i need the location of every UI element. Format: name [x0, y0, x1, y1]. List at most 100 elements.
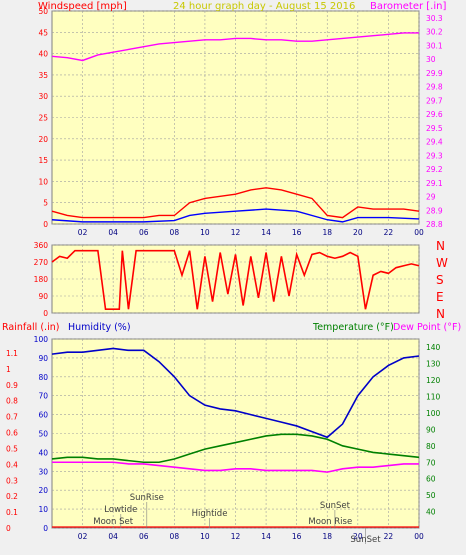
- direction-label-e: E: [436, 290, 444, 304]
- rainfall-tick-label: 0.3: [6, 476, 18, 485]
- x-tick-label: 18: [322, 228, 332, 237]
- direction-tick-label: 0: [43, 309, 48, 318]
- temperature-tick-label: 60: [426, 475, 436, 484]
- wind-average-line: [51, 208, 420, 223]
- x-tick-label: 12: [231, 532, 241, 541]
- wind-barometer-axes: 02 04 06 08 10 12 14 16 18 20 22 000510152025303540…: [38, 7, 442, 237]
- windspeed-tick-label: 30: [38, 92, 48, 101]
- wind-direction-axes: 0 90 180 270 360: [34, 241, 49, 318]
- barometer-tick-label: 29.8: [426, 83, 443, 92]
- wind-direction-grid: [52, 244, 420, 314]
- temperature-tick-label: 140: [426, 343, 441, 352]
- barometer-tick-label: 29.7: [426, 96, 443, 105]
- temperature-tick-label: 110: [426, 393, 441, 402]
- humidity-line: [51, 347, 420, 439]
- temperature-axis-label: Temperature (°F): [312, 322, 394, 333]
- barometer-tick-label: 29.5: [426, 124, 443, 133]
- barometer-tick-label: 29.3: [426, 151, 443, 160]
- rainfall-tick-label: 0.8: [6, 397, 18, 406]
- x-tick-label: 22: [384, 228, 394, 237]
- rainfall-tick-label: 0: [6, 524, 11, 533]
- rainfall-tick-label: 0.2: [6, 492, 18, 501]
- direction-label-n-bottom: N: [436, 307, 445, 321]
- windspeed-tick-label: 0: [43, 220, 48, 229]
- windspeed-tick-label: 35: [38, 71, 48, 80]
- x-tick-label: 10: [200, 532, 210, 541]
- temperature-tick-label: 40: [426, 508, 436, 517]
- direction-tick-label: 180: [34, 275, 49, 284]
- rainfall-tick-label: 0.6: [6, 429, 18, 438]
- temperature-tick-label: 100: [426, 409, 441, 418]
- rainfall-tick-label: 0.5: [6, 444, 18, 453]
- windspeed-tick-label: 50: [38, 7, 48, 16]
- barometer-line: [51, 32, 419, 62]
- x-tick-label: 00: [414, 532, 424, 541]
- temp-humidity-series: [51, 347, 420, 528]
- x-tick-label: 08: [170, 532, 180, 541]
- barometer-tick-label: 29.6: [426, 110, 443, 119]
- windspeed-tick-label: 10: [38, 177, 48, 186]
- windspeed-tick-label: 5: [43, 199, 48, 208]
- x-tick-label: 16: [292, 228, 302, 237]
- wind-direction-line: [51, 249, 420, 311]
- barometer-tick-label: 29.9: [426, 69, 443, 78]
- barometer-tick-label: 30: [426, 55, 436, 64]
- windspeed-tick-label: 20: [38, 135, 48, 144]
- x-tick-label: 06: [139, 532, 149, 541]
- rainfall-tick-label: 1.1: [6, 349, 18, 358]
- x-tick-label: 04: [108, 228, 118, 237]
- x-tick-label: 12: [231, 228, 241, 237]
- x-tick-label: 00: [414, 228, 424, 237]
- temperature-tick-label: 80: [426, 442, 436, 451]
- temp-humidity-axes: 02 04 06 08 10 12 14 16 18 20 22 000102030405060708…: [6, 335, 441, 541]
- direction-tick-label: 270: [34, 258, 49, 267]
- rainfall-tick-label: 0.9: [6, 381, 18, 390]
- windspeed-axis-label: Windspeed [mph]: [38, 1, 127, 12]
- direction-tick-label: 360: [34, 241, 49, 250]
- x-tick-label: 20: [353, 532, 363, 541]
- wind-direction-series: [51, 249, 420, 311]
- annotation-label: SunRise: [130, 493, 164, 503]
- barometer-tick-label: 29: [426, 193, 436, 202]
- direction-label-w: W: [436, 256, 448, 270]
- humidity-tick-label: 60: [38, 411, 48, 420]
- barometer-tick-label: 28.9: [426, 206, 443, 215]
- barometer-tick-label: 30.1: [426, 41, 443, 50]
- x-tick-label: 14: [261, 532, 271, 541]
- x-tick-label: 16: [292, 532, 302, 541]
- x-tick-label: 10: [200, 228, 210, 237]
- x-tick-label: 14: [261, 228, 271, 237]
- x-tick-label: 02: [78, 532, 88, 541]
- windspeed-tick-label: 25: [38, 114, 48, 123]
- windspeed-tick-label: 40: [38, 50, 48, 59]
- temperature-tick-label: 120: [426, 376, 441, 385]
- temperature-line: [51, 433, 420, 464]
- windspeed-tick-label: 15: [38, 156, 48, 165]
- humidity-tick-label: 20: [38, 486, 48, 495]
- x-tick-label: 04: [108, 532, 118, 541]
- dewpoint-line: [52, 461, 419, 473]
- barometer-tick-label: 29.4: [426, 138, 443, 147]
- windspeed-tick-label: 45: [38, 28, 48, 37]
- x-tick-label: 22: [384, 532, 394, 541]
- humidity-tick-label: 50: [38, 430, 48, 439]
- humidity-tick-label: 0: [43, 524, 48, 533]
- annotation-label: SunSet: [320, 501, 351, 511]
- direction-tick-label: 90: [38, 292, 48, 301]
- x-tick-label: 08: [170, 228, 180, 237]
- barometer-tick-label: 30.3: [426, 14, 443, 23]
- direction-label-s: S: [436, 273, 444, 287]
- barometer-tick-label: 30.2: [426, 28, 443, 37]
- x-tick-label: 20: [353, 228, 363, 237]
- annotation-label: Moon Rise: [308, 517, 352, 527]
- humidity-tick-label: 70: [38, 392, 48, 401]
- x-tick-label: 02: [78, 228, 88, 237]
- rainfall-tick-label: 0.7: [6, 413, 18, 422]
- annotation-label: Lowtide: [104, 505, 137, 515]
- wind-barometer-series: [51, 32, 420, 223]
- rainfall-tick-label: 0.1: [6, 508, 18, 517]
- rainfall-axis-label: Rainfall (.in): [2, 322, 59, 333]
- temperature-tick-label: 90: [426, 425, 436, 434]
